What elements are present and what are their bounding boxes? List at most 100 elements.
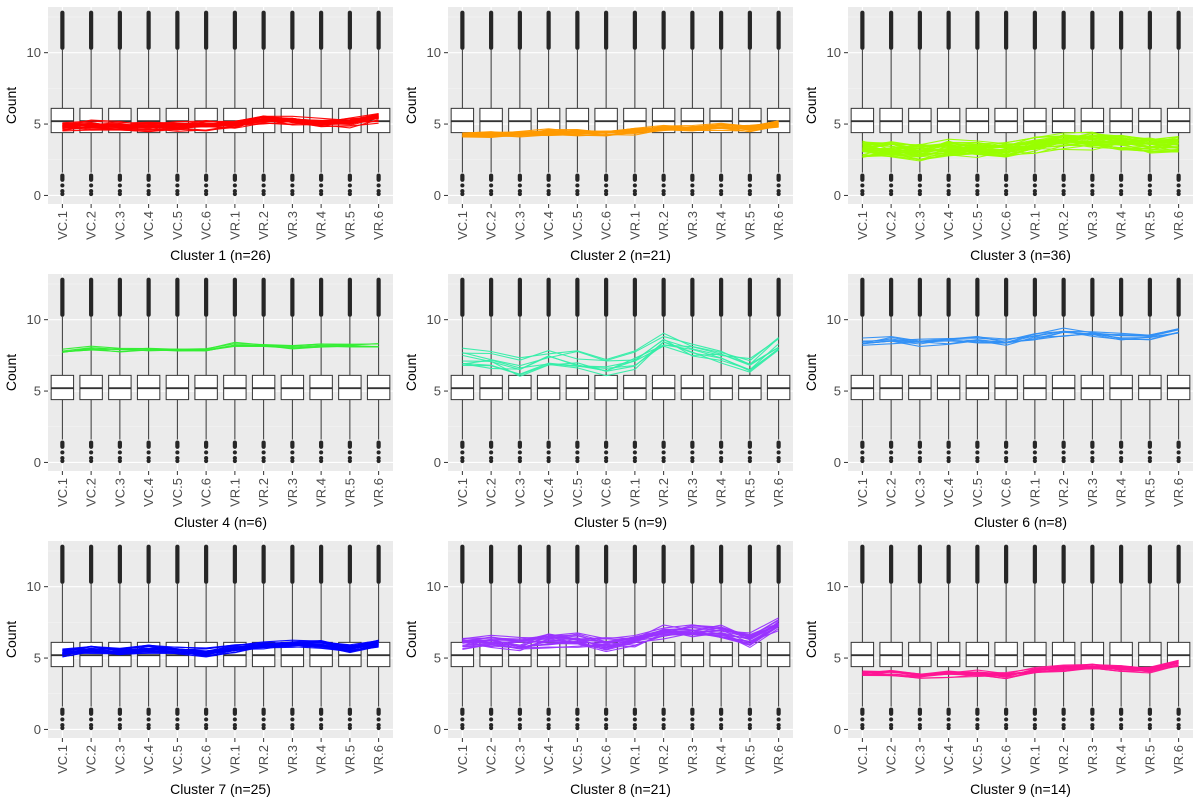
boxplot-VR.1	[623, 10, 647, 197]
boxplot-VC.4	[136, 10, 161, 197]
x-tick-label: VC.1	[855, 478, 870, 507]
cluster-line	[862, 134, 1179, 146]
boxplot-outlier-point	[460, 191, 465, 197]
boxplot-VC.5	[565, 10, 590, 197]
x-tick-label: VR.6	[1171, 745, 1186, 774]
x-tick-label: VC.1	[455, 478, 470, 507]
x-tick-label: VR.1	[1027, 478, 1042, 507]
cluster-line	[862, 330, 1179, 345]
boxplot-outlier-point	[1061, 717, 1066, 722]
boxplot-VR.6	[366, 277, 391, 464]
x-tick-label: VR.4	[714, 211, 729, 240]
boxplot-outlier-point	[661, 458, 666, 464]
panel-title: Cluster 8 (n=21)	[570, 781, 671, 797]
boxplot-outlier-point	[946, 191, 951, 197]
x-tick-label: VR.6	[371, 478, 386, 507]
boxplot-outlier-point	[719, 450, 724, 455]
boxplot-outlier-point	[889, 450, 894, 455]
boxplot-outlier-point	[460, 725, 465, 731]
cluster-lines	[862, 659, 1179, 680]
x-tick-label: VR.6	[1171, 478, 1186, 507]
boxplot-VR.1	[1023, 277, 1047, 464]
boxplot-outlier-point	[575, 458, 580, 464]
boxplot-outlier-point	[347, 717, 352, 722]
x-tick-label: VR.5	[742, 211, 757, 240]
boxplot-outlier-point	[690, 725, 695, 731]
boxplot-outlier-point	[632, 717, 637, 722]
boxplot-VC.6	[994, 277, 1018, 464]
boxplot-outlier-point	[1176, 725, 1181, 731]
boxplot-outlier-point	[1090, 183, 1095, 188]
boxplot-outlier-point	[1061, 183, 1066, 188]
boxplot-VC.4	[536, 10, 561, 197]
boxplot-outlier-point	[975, 458, 980, 464]
boxplot-outlier-point	[1004, 725, 1009, 731]
boxplot-outlier-point	[261, 183, 266, 188]
x-tick-label: VR.5	[342, 211, 357, 240]
boxplot-VR.1	[1023, 544, 1047, 731]
y-axis-title: Count	[803, 621, 819, 658]
boxplot-outlier-point	[975, 725, 980, 731]
cluster-lines	[862, 327, 1179, 347]
boxplot-outlier-point	[232, 450, 237, 455]
x-tick-label: VC.3	[512, 211, 527, 240]
x-tick-label: VR.2	[1056, 478, 1071, 507]
cluster-line	[862, 134, 1179, 152]
boxplot-VR.6	[1166, 277, 1191, 464]
x-tick-label: VC.5	[970, 745, 985, 774]
x-tick-label: VR.6	[771, 478, 786, 507]
boxplot-outlier-point	[1061, 450, 1066, 455]
boxplot-outlier-point	[489, 458, 494, 464]
boxplot-VR.2	[1051, 277, 1076, 464]
x-tick-label: VR.4	[1114, 478, 1129, 507]
x-tick-label: VC.6	[999, 478, 1014, 507]
cluster-lines	[62, 113, 379, 133]
boxplot-outlier-point	[117, 450, 122, 455]
panel-title: Cluster 1 (n=26)	[170, 247, 271, 263]
boxplot-outlier-point	[1090, 717, 1095, 722]
boxplot-outlier-point	[975, 183, 980, 188]
y-tick-label: 10	[27, 312, 41, 327]
boxplot-outlier-point	[860, 191, 865, 197]
boxplot-outlier-point	[661, 717, 666, 722]
boxplot-outlier-point	[776, 183, 781, 188]
cluster-lines	[62, 341, 379, 354]
x-tick-label: VC.1	[855, 211, 870, 240]
x-tick-label: VR.3	[285, 211, 300, 240]
boxplot-outlier-point	[889, 183, 894, 188]
boxplot-outlier-point	[117, 725, 122, 731]
x-tick-label: VC.1	[455, 211, 470, 240]
x-tick-label: VR.4	[714, 745, 729, 774]
panel-title: Cluster 3 (n=36)	[970, 247, 1071, 263]
boxplot-outlier-point	[1061, 191, 1066, 197]
boxplot-VC.1	[450, 10, 475, 197]
boxplot-outlier-point	[546, 458, 551, 464]
boxplot-VC.2	[879, 277, 903, 464]
boxplot-outlier-point	[860, 717, 865, 722]
x-tick-label: VR.3	[685, 478, 700, 507]
x-tick-label: VC.5	[170, 211, 185, 240]
y-tick-label: 10	[827, 45, 841, 60]
panel-title: Cluster 5 (n=9)	[574, 514, 667, 530]
boxplot-VR.3	[1080, 10, 1105, 197]
boxplot-outlier-point	[376, 191, 381, 197]
boxplot-outlier-point	[575, 191, 580, 197]
boxplot-VR.2	[251, 277, 276, 464]
boxplot-outlier-point	[89, 191, 94, 197]
boxplot-outlier-point	[146, 191, 151, 197]
y-tick-label: 5	[34, 651, 41, 666]
boxplot-outlier-point	[946, 183, 951, 188]
boxplot-outlier-point	[719, 725, 724, 731]
boxplot-VR.2	[651, 277, 676, 464]
x-tick-label: VC.4	[941, 478, 956, 507]
x-tick-label: VR.2	[1056, 745, 1071, 774]
x-tick-label: VR.1	[627, 211, 642, 240]
cluster-lines	[462, 332, 779, 377]
boxplot-outlier-point	[546, 450, 551, 455]
boxplot-outlier-point	[1090, 458, 1095, 464]
cluster-line	[62, 641, 379, 655]
boxplot-outlier-point	[489, 191, 494, 197]
boxplot-outlier-point	[146, 183, 151, 188]
boxplot-VR.4	[709, 544, 733, 731]
boxplot-outlier-point	[517, 191, 522, 197]
